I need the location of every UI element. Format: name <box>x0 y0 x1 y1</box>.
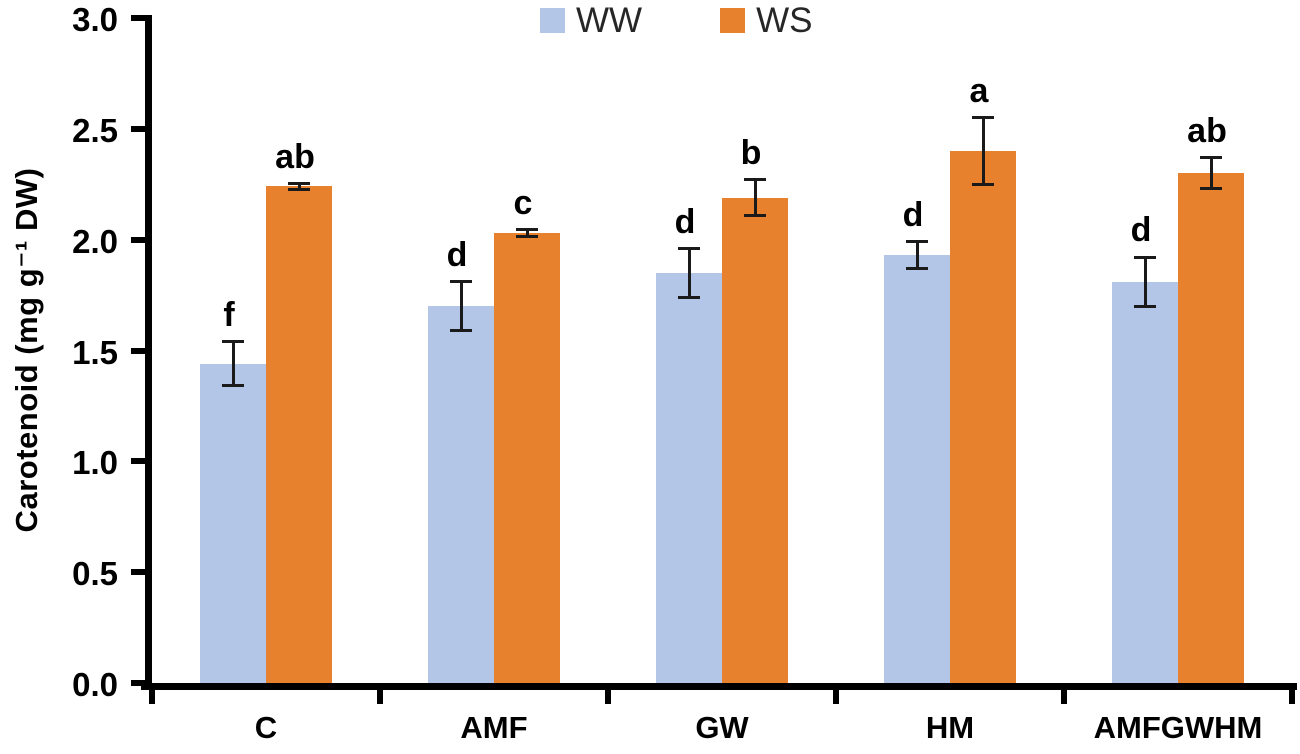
error-bar <box>459 281 463 331</box>
error-bar-cap <box>222 384 244 388</box>
error-bar-cap <box>516 234 538 238</box>
sig-letter: d <box>674 202 696 241</box>
sig-letter: d <box>1130 211 1152 250</box>
x-category-label: AMFGWHM <box>1093 710 1263 745</box>
bar-ww-amf <box>428 306 494 683</box>
sig-letter: ab <box>275 137 315 176</box>
bar-ws-hm <box>950 151 1016 683</box>
x-tick <box>377 689 383 704</box>
x-axis-line <box>141 683 1297 690</box>
x-category-label: GW <box>695 710 749 745</box>
error-bar-cap <box>906 266 928 270</box>
sig-letter: f <box>223 295 235 334</box>
bar-ww-c <box>200 363 266 683</box>
bar-ws-amf <box>494 233 560 683</box>
bar-ws-c <box>266 186 332 683</box>
x-tick <box>605 689 611 704</box>
x-category-label: AMF <box>460 710 528 745</box>
y-tick <box>131 569 148 576</box>
error-bar <box>231 341 235 386</box>
x-tick <box>1289 689 1295 704</box>
error-bar-cap <box>1200 156 1222 160</box>
y-tick <box>131 347 148 354</box>
y-tick <box>131 125 148 132</box>
sig-letter: b <box>740 133 762 172</box>
y-tick-label: 1.0 <box>72 444 118 482</box>
legend-item-ww: WW <box>540 3 642 38</box>
bar-ww-amfgwhm <box>1112 281 1178 683</box>
error-bar-cap <box>288 187 310 191</box>
error-bar-cap <box>1134 255 1156 259</box>
error-bar-cap <box>1200 187 1222 191</box>
sig-letter: a <box>969 71 989 110</box>
error-bar <box>915 241 919 269</box>
error-bar-cap <box>906 240 928 244</box>
y-axis-line <box>145 15 152 690</box>
error-bar <box>687 248 691 298</box>
error-bar-cap <box>516 228 538 232</box>
error-bar-cap <box>678 295 700 299</box>
bar-ww-gw <box>656 272 722 683</box>
y-tick-label: 2.5 <box>72 111 118 149</box>
bar-ws-gw <box>722 197 788 683</box>
error-bar <box>1209 157 1213 189</box>
legend: WW WS <box>540 3 812 38</box>
error-bar-cap <box>744 178 766 182</box>
y-tick-label: 2.0 <box>72 222 118 260</box>
error-bar-cap <box>288 182 310 186</box>
bar-ww-hm <box>884 255 950 683</box>
error-bar-cap <box>222 340 244 344</box>
error-bar <box>753 179 757 216</box>
error-bar <box>525 229 529 237</box>
y-tick <box>131 15 148 21</box>
sig-letter: ab <box>1187 111 1227 150</box>
x-tick <box>149 689 155 704</box>
error-bar-cap <box>450 280 472 284</box>
x-tick <box>1061 689 1067 704</box>
bar-ws-amfgwhm <box>1178 173 1244 683</box>
y-tick-label: 0.0 <box>72 666 118 703</box>
error-bar <box>981 117 985 185</box>
y-tick <box>131 236 148 243</box>
error-bar-cap <box>1134 304 1156 308</box>
error-bar-cap <box>744 213 766 217</box>
y-tick-label: 3.0 <box>72 1 118 38</box>
y-tick-label: 0.5 <box>72 555 118 593</box>
x-tick <box>833 689 839 704</box>
sig-letter: d <box>446 235 468 274</box>
sig-letter: c <box>513 183 533 222</box>
error-bar-cap <box>972 182 994 186</box>
y-tick <box>131 458 148 465</box>
legend-item-ws: WS <box>720 3 812 38</box>
error-bar-cap <box>972 116 994 120</box>
x-category-label: HM <box>925 710 975 745</box>
error-bar-cap <box>678 247 700 251</box>
error-bar <box>297 183 301 190</box>
sig-letter: d <box>902 195 924 234</box>
legend-label-ww: WW <box>576 1 643 40</box>
legend-label-ws: WS <box>756 1 813 40</box>
y-tick-label: 1.5 <box>72 333 118 371</box>
legend-swatch-ws-icon <box>720 8 746 33</box>
legend-swatch-ww-icon <box>540 8 565 33</box>
error-bar-cap <box>450 329 472 333</box>
y-tick <box>131 680 148 686</box>
x-category-label: C <box>254 710 278 745</box>
error-bar <box>1143 257 1147 307</box>
